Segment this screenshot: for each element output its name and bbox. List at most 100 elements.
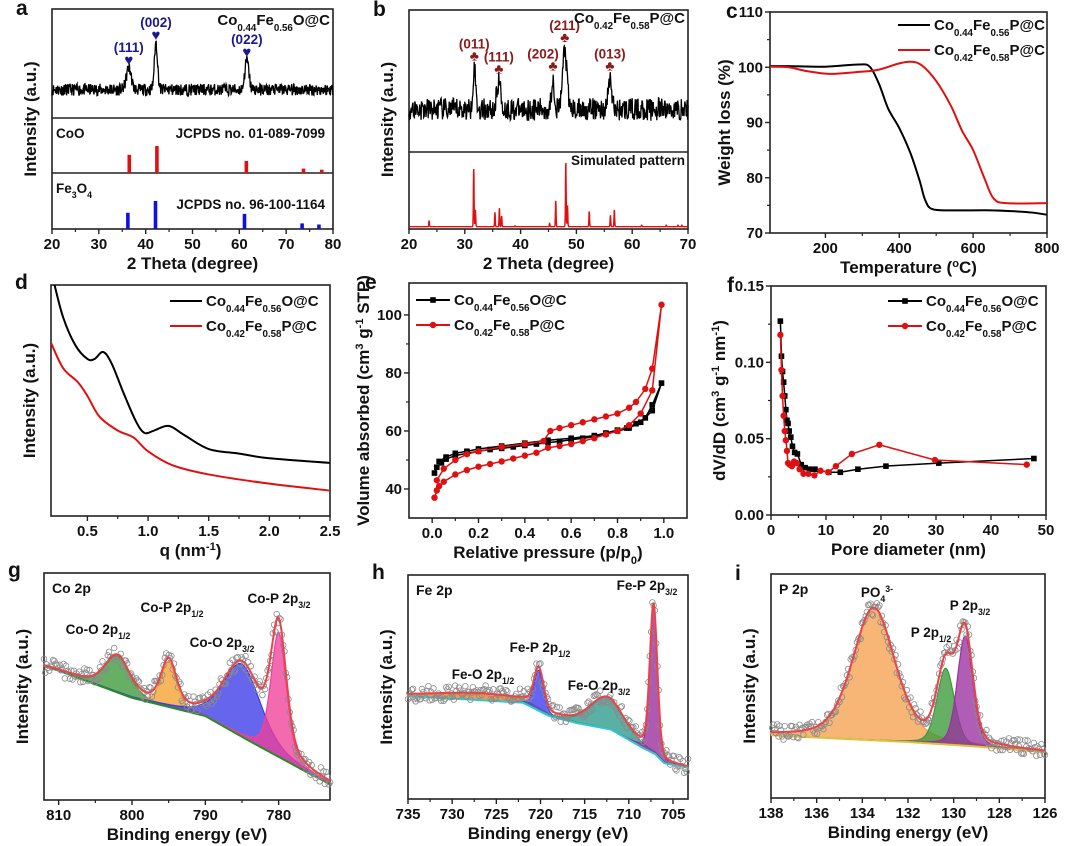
- x-tick-label: 138: [758, 805, 783, 822]
- data-point: [452, 456, 459, 464]
- data-point: [649, 402, 656, 408]
- x-tick-label: 70: [680, 236, 697, 253]
- reference-stick: [126, 212, 130, 229]
- y-axis-title: Intensity (a.u.): [377, 629, 396, 744]
- legend-label: Co0.42Fe0.58P@C: [454, 317, 565, 339]
- legend-label: Co0.44Fe0.56O@C: [454, 292, 567, 314]
- data-point: [61, 675, 69, 682]
- data-point: [325, 781, 332, 788]
- club-marker-icon: ♣: [470, 48, 479, 64]
- data-point: [190, 693, 197, 700]
- x-tick-label: 800: [1034, 240, 1059, 257]
- data-point: [789, 443, 796, 450]
- spectrum-title: P 2p: [779, 581, 808, 597]
- data-point: [590, 692, 597, 699]
- data-point: [475, 448, 482, 455]
- peak-label: Co-O 2p3/2: [190, 635, 255, 654]
- data-point: [566, 707, 573, 714]
- data-point: [567, 421, 575, 429]
- y-tick-label: 90: [746, 115, 763, 132]
- panel-letter: h: [372, 561, 385, 584]
- y-axis-title: Intensity (a.u.): [740, 628, 759, 743]
- data-point: [935, 460, 942, 466]
- reference-stick: [155, 146, 159, 173]
- data-point: [790, 733, 797, 741]
- x-tick-label: 30: [928, 522, 945, 539]
- data-point: [562, 718, 569, 725]
- panel-letter: e: [365, 271, 377, 294]
- data-point: [614, 410, 621, 417]
- data-point: [585, 698, 592, 705]
- panel-d-saxs: 0.5 1.0 1.5 2.0 2.5 q (nm-1) Intensity (a.u.) d…: [15, 271, 340, 560]
- data-point: [162, 650, 170, 657]
- x-axis-title: Pore diameter (nm): [831, 540, 986, 559]
- legend-label: Co0.42Fe0.58P@C: [934, 42, 1045, 64]
- x-tick-label: 70: [278, 236, 295, 253]
- reference-name: CoO: [56, 126, 85, 141]
- x-tick-label: 0.2: [468, 525, 489, 542]
- data-point: [452, 471, 459, 478]
- data-point: [681, 769, 688, 776]
- data-point: [261, 685, 269, 693]
- data-point: [557, 718, 564, 725]
- data-point: [649, 387, 656, 394]
- peak-label: (111): [114, 40, 144, 55]
- data-point: [201, 700, 209, 708]
- data-point: [782, 436, 790, 444]
- data-point: [684, 755, 692, 762]
- x-tick-label: 134: [850, 805, 876, 822]
- data-point: [633, 420, 639, 427]
- data-point: [259, 691, 266, 699]
- x-axis-title: 2 Theta (degree): [127, 254, 258, 273]
- x-tick-label: 50: [568, 236, 585, 253]
- data-point: [322, 768, 330, 776]
- data-point: [625, 404, 633, 411]
- peak-label: (022): [231, 32, 263, 47]
- data-point: [784, 732, 791, 740]
- data-point: [467, 696, 474, 703]
- data-point: [778, 366, 785, 374]
- y-tick-label: 80: [385, 365, 402, 382]
- peak-label: PO43-: [861, 584, 893, 604]
- peak-label: Co-P 2p3/2: [248, 591, 311, 610]
- data-point: [826, 719, 833, 726]
- data-point: [521, 452, 529, 459]
- data-point: [316, 778, 323, 785]
- data-point: [504, 688, 511, 695]
- series-line: [51, 342, 330, 492]
- data-point: [876, 441, 883, 448]
- data-point: [832, 462, 840, 470]
- reference-stick: [319, 169, 324, 173]
- data-point: [658, 301, 665, 308]
- data-point: [203, 702, 210, 710]
- data-point: [988, 744, 995, 752]
- data-point: [427, 688, 435, 695]
- panel-a-xrd: 20 30 40 50 60 70 80 2 Theta (degree) Intensity …: [16, 0, 341, 273]
- data-point: [669, 752, 676, 759]
- x-axis-title: Temperature (oC): [840, 258, 977, 277]
- data-point: [482, 682, 489, 689]
- reference-stick: [242, 213, 247, 229]
- club-marker-icon: ♣: [494, 60, 503, 76]
- reference-stick: [300, 223, 304, 229]
- x-tick-label: 735: [395, 806, 420, 823]
- data-point: [777, 318, 784, 324]
- data-point: [317, 764, 325, 771]
- data-point: [551, 715, 558, 722]
- data-point: [683, 768, 690, 776]
- reference-stick: [127, 154, 132, 173]
- data-point: [510, 455, 517, 462]
- peak-label: Co-P 2p1/2: [141, 600, 204, 619]
- data-point: [794, 734, 801, 741]
- data-point: [463, 466, 471, 474]
- data-point: [805, 470, 812, 477]
- plot-frame: [408, 9, 689, 230]
- background-line: [771, 734, 1046, 754]
- x-tick-label: 40: [512, 236, 529, 253]
- x-tick-label: 20: [44, 236, 61, 253]
- data-point: [486, 460, 494, 468]
- data-point: [837, 469, 844, 476]
- data-point: [667, 761, 674, 768]
- panel-letter: a: [16, 0, 28, 20]
